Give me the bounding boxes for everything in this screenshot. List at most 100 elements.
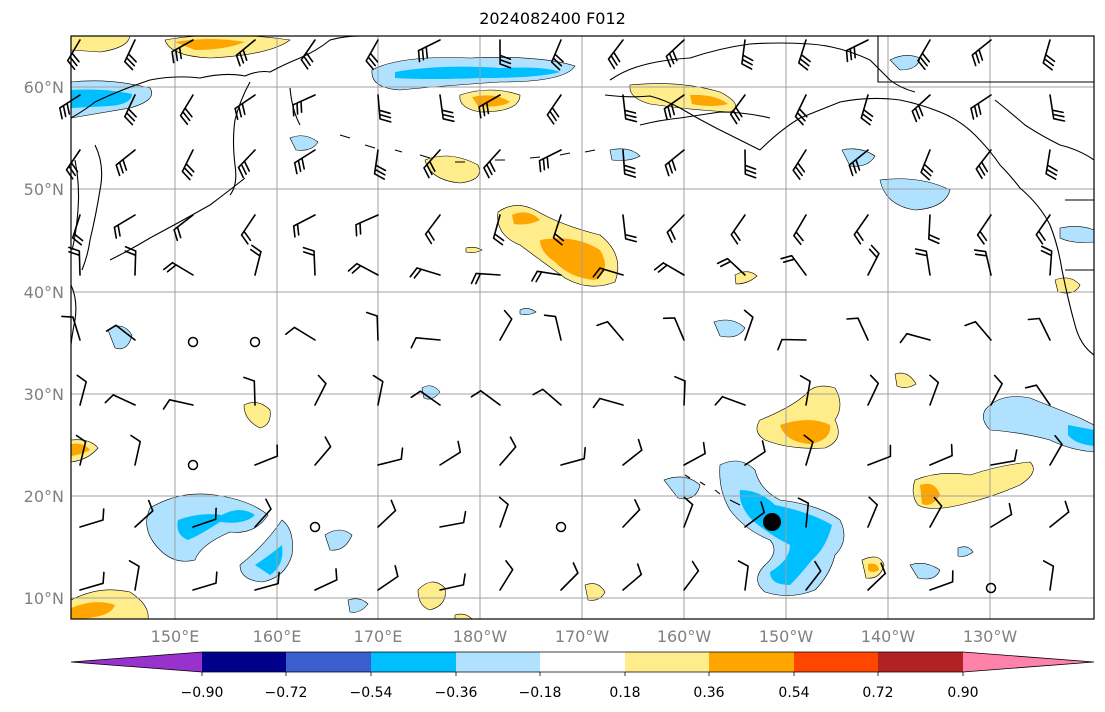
- wind-barb: [498, 496, 509, 528]
- wind-barb: [716, 257, 746, 276]
- colorbar-extend-max: [963, 652, 1094, 672]
- lon-label: 150°W: [759, 627, 814, 646]
- wind-barb: [162, 399, 194, 410]
- wind-barb: [928, 214, 940, 245]
- wind-barb: [115, 149, 136, 177]
- colorbar: [70, 651, 1095, 673]
- colorbar-tick-label: 0.54: [778, 685, 809, 701]
- wind-barb: [622, 499, 641, 528]
- wind-barb: [439, 510, 467, 528]
- wind-barb: [79, 571, 105, 591]
- colorbar-segment: [456, 652, 540, 672]
- wind-barb: [867, 374, 880, 406]
- lon-label: 180°W: [453, 627, 508, 646]
- wind-barb: [234, 94, 256, 120]
- map-frame: [70, 35, 1095, 620]
- wind-barb: [355, 214, 379, 237]
- colorbar-tick-label: −0.72: [265, 685, 308, 701]
- wind-barb: [124, 246, 137, 276]
- wind-barb: [622, 149, 637, 178]
- wind-barb: [130, 434, 141, 466]
- wind-barb: [970, 94, 992, 120]
- wind-barb: [622, 563, 643, 591]
- wind-barb: [372, 374, 384, 406]
- wind-barb: [964, 320, 992, 341]
- wind-barb: [596, 320, 624, 341]
- wind-barb: [1045, 149, 1058, 180]
- lat-label: 50°N: [24, 180, 64, 199]
- wind-barb: [423, 149, 441, 179]
- wind-barb: [478, 94, 501, 119]
- wind-barb: [237, 149, 256, 179]
- wind-barb: [729, 94, 746, 125]
- lat-label: 20°N: [24, 487, 64, 506]
- colorbar-segment: [709, 652, 794, 672]
- wind-barb: [853, 214, 869, 245]
- wind-barb: [971, 39, 992, 67]
- wind-barb: [483, 149, 501, 179]
- wind-barb: [846, 317, 869, 341]
- wind-barb: [124, 94, 137, 126]
- wind-barb: [914, 248, 931, 276]
- wind-barb: [314, 436, 332, 466]
- wind-barb: [113, 214, 136, 239]
- calm-markers: [187, 336, 997, 594]
- colorbar-tick-label: −0.90: [181, 685, 224, 701]
- wind-barb: [714, 395, 746, 406]
- wind-barb: [741, 39, 754, 70]
- wind-barb: [373, 149, 387, 180]
- wind-barb: [300, 39, 316, 70]
- wind-barb: [990, 449, 1018, 466]
- wind-barb: [105, 324, 136, 341]
- wind-barb: [424, 214, 441, 245]
- wind-barb: [293, 149, 316, 175]
- wind-barb: [990, 374, 1003, 406]
- wind-barb: [1040, 245, 1053, 276]
- wind-barb: [683, 496, 694, 528]
- wind-barb: [531, 270, 562, 283]
- wind-barb: [799, 375, 811, 406]
- wind-barb: [439, 573, 466, 591]
- colorbar-segment: [371, 652, 456, 672]
- wind-barb: [622, 94, 638, 123]
- wind-barb: [848, 149, 869, 177]
- anomaly-field: [71, 36, 1094, 619]
- wind-barb: [171, 39, 194, 64]
- wind-barb: [470, 272, 501, 285]
- wind-barb: [79, 508, 105, 528]
- colorbar-tick-label: 0.18: [609, 685, 640, 701]
- wind-barbs: [59, 39, 1070, 591]
- latitude-labels: 60°N 50°N 40°N 30°N 20°N 10°N: [24, 78, 64, 608]
- wind-barb: [492, 214, 505, 246]
- lon-label: 150°E: [151, 627, 200, 646]
- lon-label: 170°W: [555, 627, 610, 646]
- wind-barb: [65, 149, 81, 180]
- wind-barb: [124, 39, 137, 71]
- wind-barb: [128, 560, 140, 591]
- wind-barb: [917, 39, 931, 71]
- colorbar-segment: [878, 652, 963, 672]
- wind-barb: [780, 254, 807, 276]
- wind-barb: [976, 214, 992, 245]
- wind-barb: [860, 94, 874, 126]
- wind-barb: [665, 39, 685, 68]
- wind-barb: [744, 440, 766, 466]
- wind-barb: [560, 447, 586, 466]
- wind-barb: [439, 440, 462, 466]
- wind-barb: [292, 94, 316, 117]
- wind-barb: [792, 149, 807, 180]
- wind-barb: [794, 94, 808, 126]
- wind-barb: [663, 94, 685, 121]
- wind-barb: [867, 444, 892, 466]
- wind-barb: [179, 94, 194, 125]
- longitude-labels: 150°E 160°E 170°E 180°W 170°W 160°W 150°W 140°W…: [151, 627, 1018, 646]
- wind-barb: [546, 94, 562, 125]
- wind-barb: [990, 502, 1013, 528]
- wind-barb: [254, 444, 279, 466]
- wind-barb: [552, 214, 565, 246]
- wind-barb: [664, 149, 685, 177]
- colorbar-segment: [286, 652, 371, 672]
- lat-label: 10°N: [24, 589, 64, 608]
- wind-barb: [285, 326, 316, 341]
